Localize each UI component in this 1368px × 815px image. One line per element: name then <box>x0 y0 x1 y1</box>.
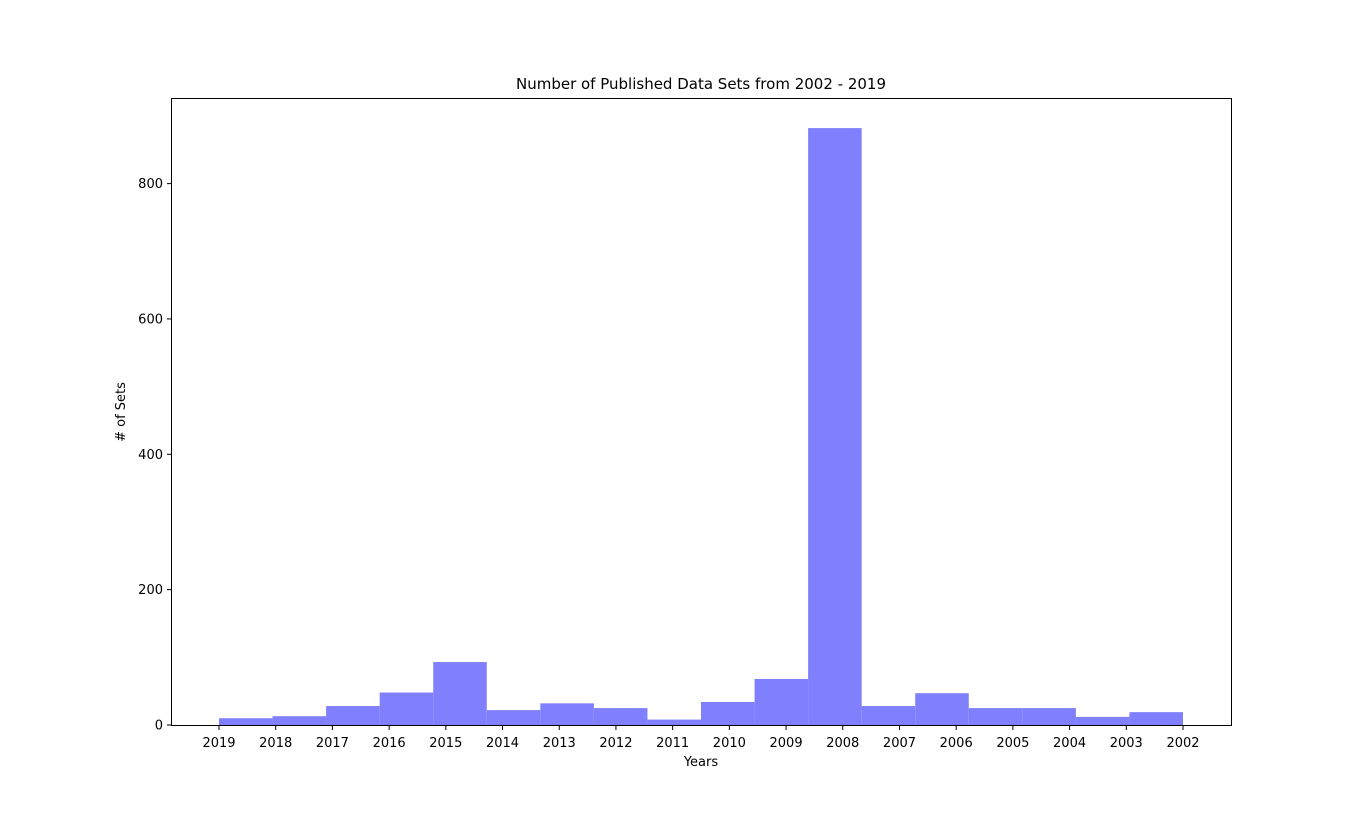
bar-2007 <box>861 706 916 725</box>
bar-2017 <box>326 706 380 725</box>
bar-2003 <box>1075 716 1130 725</box>
y-tick-label: 800 <box>138 177 163 192</box>
x-tick-label-2013: 2013 <box>543 736 576 751</box>
x-axis: 2019 2018 2017 2016 2015 2014 2013 2012 2011 2010… <box>202 725 1200 751</box>
x-tick-label-2009: 2009 <box>770 736 803 751</box>
bar-2008 <box>808 128 862 726</box>
y-tick-label: 0 <box>155 719 163 734</box>
bar-2009 <box>754 678 809 725</box>
bar-2010 <box>701 701 755 725</box>
bar-2015 <box>433 662 487 725</box>
x-tick-label-2011: 2011 <box>656 736 689 751</box>
bar-2012 <box>593 708 648 725</box>
plot-area-frame <box>171 98 1232 726</box>
x-tick-label-2014: 2014 <box>486 736 519 751</box>
bar-2013 <box>540 703 594 725</box>
bar-2019 <box>219 718 273 725</box>
y-axis-label: # of Sets <box>114 382 129 442</box>
bar-2016 <box>379 692 434 725</box>
bar-2004 <box>1022 708 1076 725</box>
bar-2005 <box>968 708 1023 725</box>
x-tick-label-2016: 2016 <box>373 736 406 751</box>
bar-2002 <box>1129 712 1183 725</box>
x-tick-label-2019: 2019 <box>202 736 235 751</box>
x-tick-label-2018: 2018 <box>259 736 292 751</box>
x-tick-label-2005: 2005 <box>996 736 1029 751</box>
x-tick-label-2004: 2004 <box>1053 736 1086 751</box>
x-tick-label-2007: 2007 <box>883 736 916 751</box>
bar-2011 <box>647 719 701 725</box>
x-tick-label-2006: 2006 <box>940 736 973 751</box>
bar-2006 <box>915 693 969 725</box>
bars-layer <box>219 128 1183 726</box>
bar-2018 <box>272 716 327 725</box>
x-tick-label-2003: 2003 <box>1110 736 1143 751</box>
x-tick-label-2012: 2012 <box>599 736 632 751</box>
x-tick-label-2010: 2010 <box>713 736 746 751</box>
y-tick-label: 600 <box>138 312 163 327</box>
x-tick-label-2002: 2002 <box>1166 736 1199 751</box>
y-axis: 0 200 400 600 800 <box>138 177 172 734</box>
chart-title: Number of Published Data Sets from 2002 … <box>516 75 886 93</box>
x-axis-label: Years <box>683 755 719 770</box>
y-tick-label: 200 <box>138 583 163 598</box>
bar-2014 <box>486 710 541 725</box>
x-tick-label-2008: 2008 <box>826 736 859 751</box>
y-tick-label: 400 <box>138 448 163 463</box>
x-tick-label-2017: 2017 <box>316 736 349 751</box>
x-tick-label-2015: 2015 <box>429 736 462 751</box>
